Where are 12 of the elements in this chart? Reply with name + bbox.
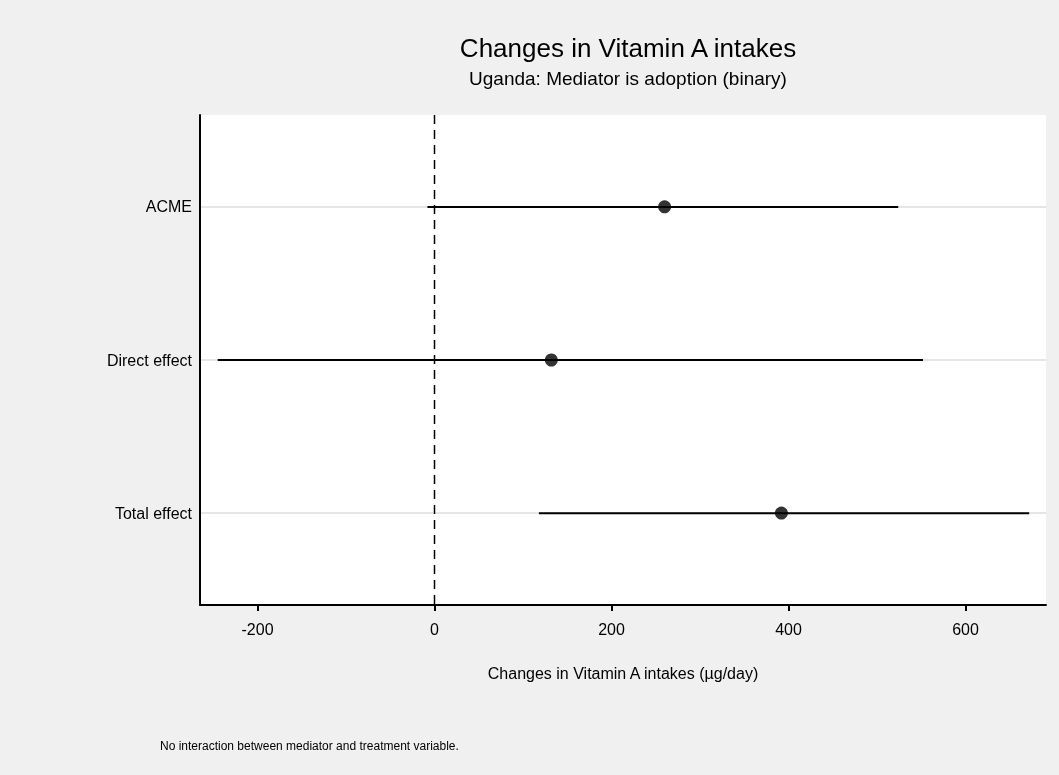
x-tick-label: 600 [952, 620, 979, 638]
x-axis-title: Changes in Vitamin A intakes (µg/day) [487, 664, 759, 682]
chart-title: Changes in Vitamin A intakes [459, 33, 797, 63]
y-tick-label: ACME [145, 198, 192, 216]
chart-subtitle: Uganda: Mediator is adoption (binary) [469, 68, 787, 89]
y-tick-label: Total effect [114, 504, 193, 522]
x-tick-label: 0 [430, 620, 440, 638]
y-tick-label: Direct effect [106, 351, 193, 369]
x-tick-label: 400 [775, 620, 802, 638]
x-tick-label: 200 [598, 620, 625, 638]
x-tick-label: -200 [241, 620, 274, 638]
text: No interaction between mediator and treatment variable. [160, 739, 459, 753]
